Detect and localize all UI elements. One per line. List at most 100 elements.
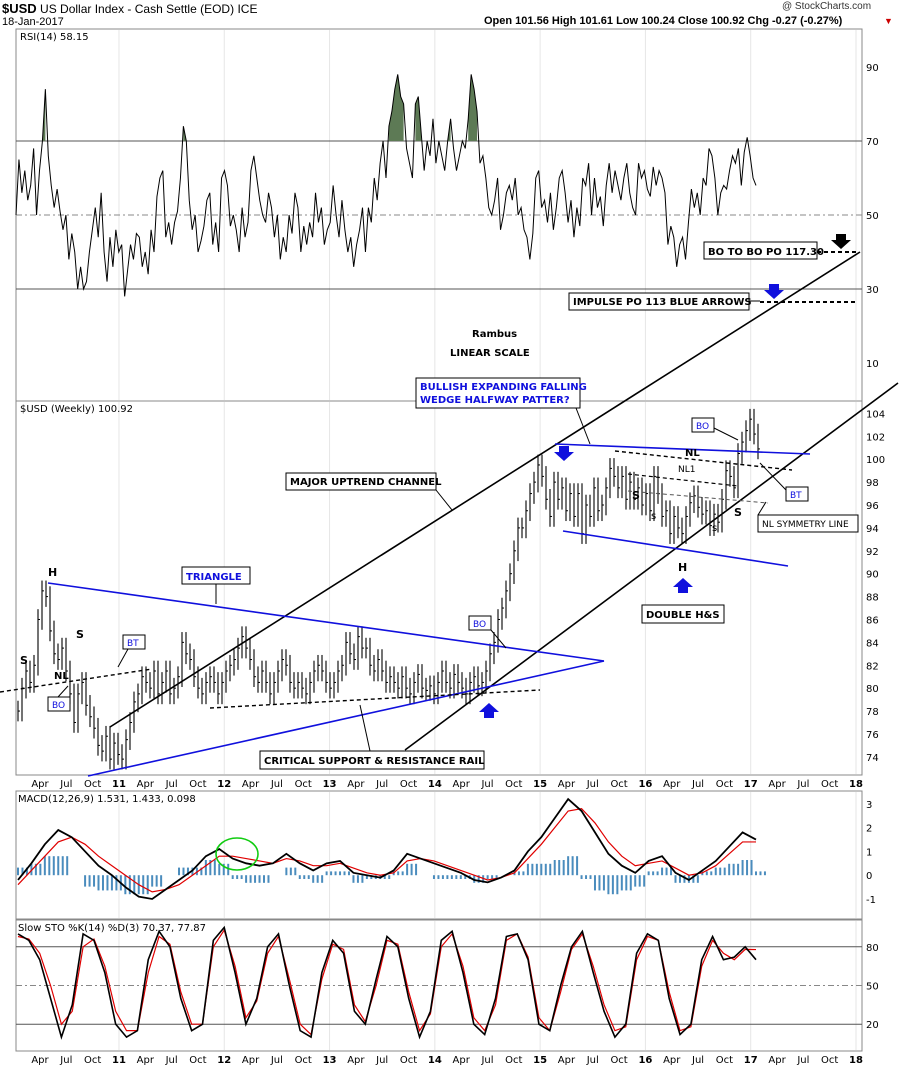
price-y-tick: 82: [866, 661, 879, 672]
neckline-nl: [614, 450, 793, 471]
bo-tag-left: BO: [47, 685, 71, 712]
instrument-name: US Dollar Index - Cash Settle (EOD): [40, 2, 235, 16]
x-axis-tick-label: Apr: [558, 1055, 576, 1066]
x-axis-tick-label: Apr: [137, 779, 155, 790]
x-axis-tick-label: Jul: [796, 1055, 809, 1066]
wedge-upper-line: [554, 443, 811, 455]
uptrend-channel-lower-line: [404, 382, 899, 751]
wedge-lower-line: [562, 530, 789, 567]
double-hs-annotation: DOUBLE H&S H: [641, 561, 725, 624]
x-axis-tick-label: Oct: [821, 1055, 838, 1066]
nl-symmetry-annotation: NL SYMMETRY LINE: [757, 501, 859, 533]
x-axis-tick-label: Jul: [59, 1055, 72, 1066]
bo-tag-right: BO: [691, 417, 739, 441]
bt-tag-right: BT: [759, 462, 809, 502]
price-y-tick: 102: [866, 432, 885, 443]
double-hs-label: DOUBLE H&S: [646, 610, 720, 621]
rsi-legend: RSI(14) 58.15: [20, 32, 89, 43]
x-axis-tick-label: Oct: [505, 1055, 522, 1066]
x-axis-tick-label: Oct: [400, 1055, 417, 1066]
rsi-overbought-fill: [415, 96, 422, 141]
bt-tag-right-text: BT: [790, 491, 802, 501]
x-axis-tick-label: Jul: [691, 1055, 704, 1066]
x-axis-tick-label: Jul: [796, 779, 809, 790]
bullish-wedge-label-line1: BULLISH EXPANDING FALLING: [420, 382, 587, 393]
x-axis-tick-label: Apr: [768, 779, 786, 790]
triangle-label: TRIANGLE: [186, 572, 242, 583]
price-y-tick: 80: [866, 684, 879, 695]
x-axis-tick-label: Oct: [821, 779, 838, 790]
hs-head-label: H: [678, 561, 687, 574]
rsi-layer: 10 30 50 70 90: [15, 63, 879, 370]
x-axis-tick-label: Jul: [270, 779, 283, 790]
hs-blue-up-arrow: [673, 578, 693, 593]
triangle-lower-line: [87, 660, 605, 777]
uptrend-channel-upper-line: [109, 251, 861, 728]
x-axis-tick-label: Apr: [31, 779, 49, 790]
sto-k-line: [17, 925, 757, 1040]
bo-tag-left-text: BO: [52, 701, 65, 711]
critical-rail-annotation: CRITICAL SUPPORT & RESISTANCE RAIL: [259, 704, 485, 770]
nl-symmetry-line: [627, 490, 769, 504]
macd-y-tick: 0: [866, 871, 872, 882]
price-panel-frame: [15, 400, 863, 776]
macd-y-tick: 3: [866, 800, 872, 811]
s-label-left-2: S: [76, 628, 84, 641]
x-axis-tick-label: 18: [849, 779, 863, 790]
x-axis-tick-label: Jul: [270, 1055, 283, 1066]
bo-tag-mid: BO: [468, 615, 507, 649]
bo-to-bo-annotation: BO TO BO PO 117.30: [703, 234, 851, 260]
price-layer: 74 76 78 80 82 84 86 88 90 92 94 96 98 100 102 104: [17, 408, 885, 770]
x-axis-tick-label: Oct: [84, 1055, 101, 1066]
s-label-right-1: S: [632, 489, 640, 502]
bt-tag-left-text: BT: [127, 639, 139, 649]
x-axis-tick-label: 16: [638, 779, 652, 790]
black-down-arrow: [831, 234, 851, 249]
bo-to-bo-label: BO TO BO PO 117.30: [708, 247, 824, 258]
ohlc-readout: Open 101.56 High 101.61 Low 100.24 Close…: [484, 15, 843, 27]
price-y-tick: 104: [866, 409, 885, 420]
x-axis-tick-label: 12: [217, 1055, 231, 1066]
macd-y-tick: 2: [866, 824, 872, 835]
price-y-tick: 78: [866, 707, 879, 718]
price-y-tick: 98: [866, 478, 879, 489]
impulse-annotation: IMPULSE PO 113 BLUE ARROWS: [568, 284, 784, 311]
nl-label-right: NL: [685, 448, 700, 459]
x-axis-tick-label: Oct: [189, 1055, 206, 1066]
x-axis-tick-label: Jul: [586, 1055, 599, 1066]
ohlc-chg-marker: ▼: [884, 16, 893, 26]
x-axis-tick-label: Jul: [586, 779, 599, 790]
x-axis-tick-label: 15: [533, 1055, 547, 1066]
exchange: ICE: [237, 2, 258, 16]
x-axis-tick-label: 18: [849, 1055, 863, 1066]
x-axis-tick-label: 11: [112, 779, 126, 790]
price-legend: $USD (Weekly) 100.92: [20, 404, 133, 415]
nl-symmetry-label: NL SYMMETRY LINE: [762, 520, 849, 530]
bullish-wedge-annotation: BULLISH EXPANDING FALLING WEDGE HALFWAY …: [415, 377, 591, 461]
bullish-wedge-label-line2: WEDGE HALFWAY PATTER?: [420, 395, 570, 406]
sto-y-tick: 80: [866, 943, 879, 954]
x-axis-tick-label: Oct: [610, 779, 627, 790]
x-axis-tick-label: 15: [533, 779, 547, 790]
price-y-tick: 100: [866, 455, 885, 466]
price-y-tick: 86: [866, 615, 879, 626]
sto-layer: 20 50 80: [16, 925, 879, 1040]
x-axis-tick-label: 17: [744, 779, 758, 790]
critical-rail-line: [209, 689, 541, 709]
x-axis-tick-label: 17: [744, 1055, 758, 1066]
x-axis-tick-label: Jul: [165, 1055, 178, 1066]
stockcharts-watermark: @ StockCharts.com: [782, 1, 872, 12]
x-axis-tick-label: 12: [217, 779, 231, 790]
x-axis-tick-label: Apr: [453, 1055, 471, 1066]
x-axis-tick-label: Apr: [242, 1055, 260, 1066]
bo-blue-up-arrow: [479, 703, 499, 718]
macd-panel-frame: [15, 790, 863, 920]
bt-tag-left: BT: [117, 634, 146, 668]
blue-down-arrow: [764, 284, 784, 299]
x-axis-tick-label: Oct: [400, 779, 417, 790]
sto-y-tick: 20: [866, 1020, 879, 1031]
price-y-tick: 92: [866, 547, 879, 558]
x-axis-tick-label: Oct: [716, 1055, 733, 1066]
s-small-label-1: s: [651, 511, 656, 522]
rsi-series-line: [15, 74, 757, 297]
